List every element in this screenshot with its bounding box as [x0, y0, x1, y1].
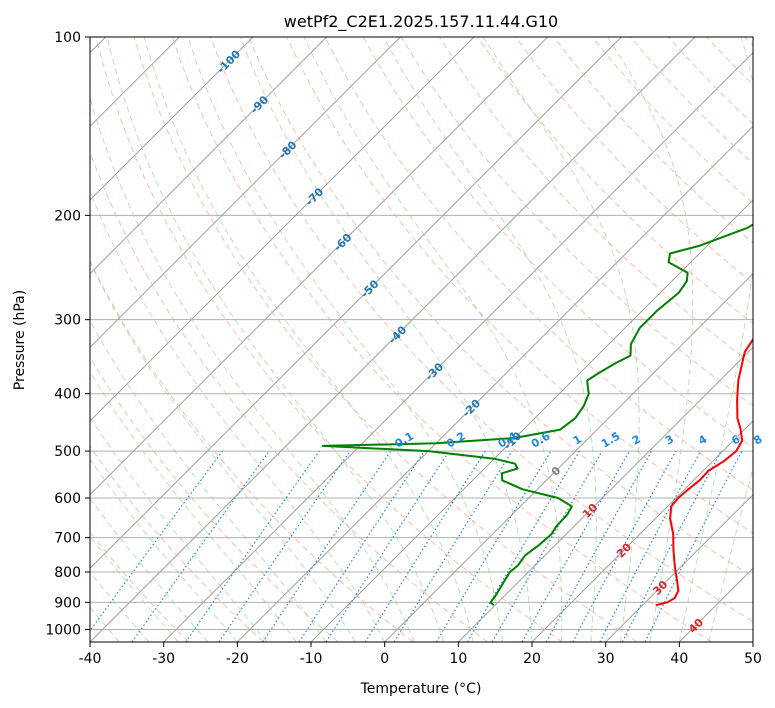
moist-adiabat: [90, 535, 179, 642]
isotherm-20: [531, 420, 753, 642]
mixing-ratio-line-0.1: [90, 450, 223, 632]
moist-adiabat: [239, 37, 533, 642]
isotherm--50: [90, 37, 622, 570]
x-tick-label: 40: [670, 651, 688, 667]
mixing-ratio-line-0.2: [131, 450, 270, 642]
y-axis-label: Pressure (hPa): [12, 290, 28, 390]
moist-adiabat: [482, 37, 640, 642]
plot-frame: [89, 36, 754, 643]
moist-adiabat: [607, 37, 694, 642]
moist-adiabat: [90, 416, 268, 642]
x-tick-label: 10: [449, 651, 467, 667]
y-tick-label: 100: [54, 30, 81, 46]
moist-adiabat: [90, 497, 209, 642]
mixing-ratio-line-0.6: [218, 450, 351, 642]
dewpoint-profile-line: [321, 223, 753, 606]
isotherm--80: [90, 37, 401, 349]
moist-adiabat: [90, 96, 415, 642]
dry-adiabat: [210, 37, 753, 623]
mixing-ratio-line-2: [325, 450, 450, 642]
x-axis-ticks: -40 -30 -20 -10 0 10 20 30 40 50: [79, 642, 762, 667]
isotherm--30: [163, 51, 753, 642]
isotherm--70: [90, 37, 475, 422]
mixing-ratio-line-20: [572, 450, 677, 642]
dry-adiabat: [90, 259, 414, 642]
x-tick-label: 50: [744, 651, 762, 667]
moist-adiabat: [90, 458, 238, 642]
moist-adiabat: [708, 466, 753, 642]
temperature-profile-line: [655, 337, 753, 607]
mixing-ratio-line-1: [262, 450, 392, 642]
y-tick-label: 800: [54, 565, 81, 581]
moist-adiabat: [303, 37, 563, 642]
x-tick-label: -20: [226, 651, 249, 667]
mixing-ratio-line-36: [644, 450, 743, 642]
y-tick-label: 1000: [45, 622, 81, 638]
dry-adiabat: [286, 37, 753, 534]
isotherm-0: [384, 272, 753, 642]
y-tick-label: 600: [54, 491, 81, 507]
y-tick-label: 400: [54, 387, 81, 403]
isobar-gridlines: [90, 37, 753, 630]
y-tick-label: 300: [54, 313, 81, 329]
dry-adiabat: [90, 356, 339, 642]
x-tick-label: -30: [152, 651, 175, 667]
dry-adiabat: [95, 37, 563, 642]
isotherm-30: [605, 493, 753, 642]
x-tick-label: -40: [79, 651, 102, 667]
x-tick-label: 30: [597, 651, 615, 667]
mixing-ratio-line-13: [521, 450, 631, 642]
y-tick-label: 900: [54, 595, 81, 611]
chart-title: wetPf2_C2E1.2025.157.11.44.G10: [284, 12, 558, 32]
isotherm--60: [90, 37, 549, 496]
moist-adiabat: [90, 260, 356, 642]
y-tick-label: 500: [54, 444, 81, 460]
dry-adiabat: [171, 37, 712, 642]
dry-adiabat: [248, 37, 753, 578]
y-tick-label: 700: [54, 531, 81, 547]
y-tick-label: 200: [54, 208, 81, 224]
x-tick-label: -10: [300, 651, 323, 667]
moist-adiabat: [90, 189, 386, 642]
x-tick-label: 0: [380, 651, 389, 667]
profile-series: [321, 223, 753, 607]
moist-adiabat: [383, 37, 597, 642]
moist-adiabat: [187, 37, 503, 642]
moist-adiabat: [143, 37, 474, 642]
isotherm--90: [90, 37, 328, 275]
y-axis-ticks: 100 200 300 400 500 600 700 800 900 1000: [45, 30, 90, 638]
moist-adiabat: [106, 37, 445, 642]
plot-area: [90, 37, 753, 642]
mixing-ratio-line-1.5: [298, 450, 425, 642]
mixing-ratio-line-4: [393, 450, 513, 642]
moist-adiabat: [678, 37, 753, 642]
mixing-ratio-lines: [90, 450, 743, 642]
isotherm-lines: [90, 37, 753, 642]
x-axis-label: Temperature (°C): [360, 681, 482, 697]
isotherm--40: [90, 37, 696, 642]
moist-adiabats: [90, 37, 753, 642]
moist-adiabat: [90, 319, 327, 642]
isotherm--20: [236, 125, 753, 642]
mixing-ratio-line-0.4: [185, 450, 320, 642]
dry-adiabat: [90, 445, 264, 642]
dry-adiabat: [133, 37, 638, 642]
isotherm--100: [90, 37, 254, 201]
moist-adiabat: [90, 370, 297, 642]
dry-adiabat: [515, 37, 753, 284]
x-tick-label: 20: [523, 651, 541, 667]
mixing-ratio-line-16: [545, 450, 653, 642]
